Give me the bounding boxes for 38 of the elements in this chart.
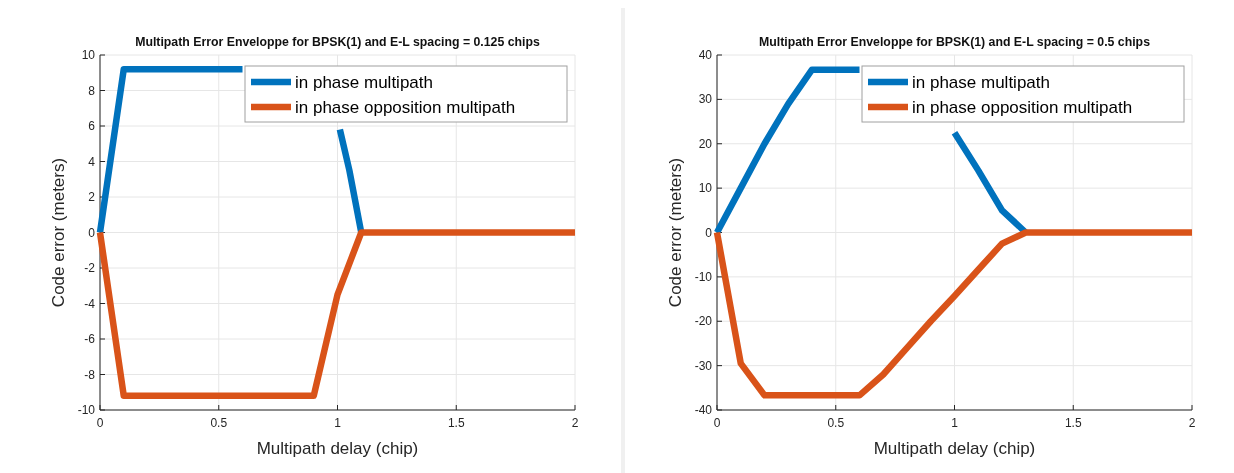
y-tick-label: 20	[698, 136, 713, 151]
x-tick-label: 1.5	[447, 416, 465, 430]
y-tick-label: -8	[84, 367, 96, 382]
x-axis-title: Multipath delay (chip)	[873, 439, 1036, 458]
legend-label: in phase multipath	[912, 73, 1050, 92]
x-axis-title: Multipath delay (chip)	[256, 439, 419, 458]
y-tick-label: 2	[88, 190, 96, 204]
y-tick-label: -30	[694, 358, 713, 373]
y-axis-title: Code error (meters)	[49, 157, 68, 308]
y-tick-label: 0	[88, 225, 96, 240]
y-tick-label: -10	[694, 269, 713, 284]
y-tick-label: 0	[705, 225, 713, 240]
x-tick-label: 1	[951, 416, 959, 430]
y-tick-label: 6	[88, 119, 96, 133]
legend-label: in phase opposition multipath	[912, 98, 1133, 117]
y-tick-label: -40	[694, 403, 713, 417]
y-tick-label: -2	[84, 261, 96, 275]
y-tick-label: 40	[698, 48, 713, 62]
y-tick-label: 10	[698, 181, 713, 196]
legend-label: in phase opposition multipath	[295, 98, 516, 117]
y-tick-label: 4	[88, 154, 96, 169]
x-tick-label: 0.5	[827, 416, 845, 430]
y-tick-label: -20	[694, 314, 713, 329]
x-tick-label: 2	[1188, 416, 1196, 430]
x-tick-label: 0.5	[210, 416, 228, 430]
y-tick-label: 8	[88, 83, 96, 98]
y-tick-label: -4	[84, 296, 96, 311]
legend-label: in phase multipath	[295, 73, 433, 92]
y-tick-label: 10	[81, 48, 96, 62]
y-tick-label: -6	[84, 332, 96, 346]
y-tick-label: 30	[698, 92, 713, 107]
chart-title: Multipath Error Enveloppe for BPSK(1) and E-L spacing = 0.5 chips	[759, 35, 1151, 49]
x-tick-label: 2	[571, 416, 579, 430]
y-axis-title: Code error (meters)	[666, 157, 685, 308]
x-tick-label: 1	[334, 416, 342, 430]
chart-title: Multipath Error Enveloppe for BPSK(1) and E-L spacing = 0.125 chips	[135, 35, 540, 49]
y-tick-label: -10	[77, 403, 96, 417]
x-tick-label: 1.5	[1064, 416, 1082, 430]
